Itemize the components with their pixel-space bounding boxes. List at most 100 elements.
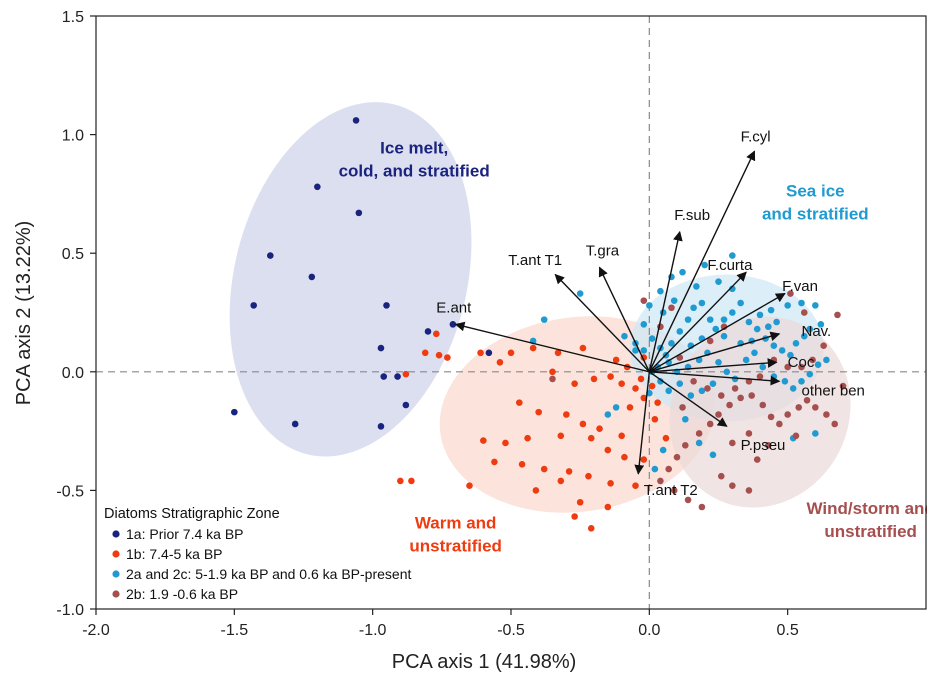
legend-entry: 2b: 1.9 -0.6 ka BP — [112, 586, 238, 602]
data-point — [267, 252, 274, 259]
loading-arrow — [634, 371, 651, 475]
data-point — [579, 420, 587, 428]
x-tick-label: -1.0 — [359, 622, 387, 639]
data-point — [787, 351, 794, 359]
data-point — [496, 359, 504, 366]
data-point — [444, 354, 451, 361]
data-point — [745, 487, 753, 494]
data-point — [812, 430, 819, 437]
legend-entry: 2a and 2c: 5-1.9 ka BP and 0.6 ka BP-pre… — [112, 566, 411, 582]
loading-arrow — [648, 271, 747, 373]
data-point — [657, 287, 664, 295]
data-point — [579, 344, 587, 352]
axes-layer: -2.0 -1.5 -1.0 -0.5 0.0 0.5 -1.0 -0.5 0.0 0.5 1.0 1… — [56, 9, 927, 639]
data-point — [770, 342, 778, 350]
data-point — [812, 302, 819, 309]
data-point — [657, 477, 664, 485]
data-point — [314, 183, 321, 191]
data-point — [784, 411, 791, 418]
y-tick-label: 0.0 — [62, 365, 84, 382]
y-tick-label: 1.0 — [62, 128, 84, 145]
data-point — [682, 442, 689, 449]
reference-lines — [96, 16, 926, 609]
legend-entry: 1b: 7.4-5 ka BP — [112, 546, 223, 562]
data-point — [792, 432, 800, 440]
data-point — [532, 487, 540, 494]
data-point — [565, 468, 573, 475]
data-point — [753, 325, 761, 333]
legend-title: Diatoms Stratigraphic Zone — [104, 506, 280, 522]
data-point — [800, 309, 808, 316]
legend-entry-label: 1a: Prior 7.4 ka BP — [126, 526, 244, 542]
data-point — [712, 325, 720, 333]
legend-entry-label: 2a and 2c: 5-1.9 ka BP and 0.6 ka BP-pre… — [126, 566, 411, 582]
data-point — [626, 404, 634, 411]
data-point — [231, 408, 238, 416]
data-point — [698, 387, 706, 395]
data-point — [778, 347, 786, 354]
data-point — [798, 377, 805, 385]
data-point — [640, 394, 648, 402]
legend-entry-label: 2b: 1.9 -0.6 ka BP — [126, 586, 238, 602]
data-point — [800, 332, 808, 340]
region-label-line: Warm and — [415, 513, 497, 532]
region-ellipse — [229, 102, 472, 457]
data-point — [563, 411, 570, 418]
data-point — [535, 408, 542, 416]
data-point — [651, 415, 659, 423]
legend-marker — [112, 530, 120, 538]
data-point — [651, 465, 659, 473]
y-axis-title: PCA axis 2 (13.22%) — [13, 221, 35, 406]
data-point — [745, 430, 753, 437]
data-point — [621, 332, 628, 340]
data-point — [820, 342, 827, 350]
data-point — [729, 439, 736, 447]
data-point — [682, 415, 689, 423]
data-point — [784, 302, 791, 309]
data-point — [693, 283, 700, 290]
x-axis-title: PCA axis 1 (41.98%) — [392, 651, 577, 673]
data-point — [659, 446, 667, 454]
region-label-line: and stratified — [762, 204, 869, 223]
data-point — [706, 337, 714, 345]
loading-arrow — [648, 150, 756, 373]
loading-arrow — [648, 371, 728, 427]
data-point — [809, 356, 816, 364]
series-group — [231, 117, 493, 430]
data-point — [654, 399, 661, 406]
region-label-line: unstratified — [409, 536, 502, 555]
y-tick-label: 0.5 — [62, 246, 84, 263]
legend: Diatoms Stratigraphic Zone 1a: Prior 7.4… — [104, 506, 411, 602]
data-point — [668, 304, 675, 312]
labels-layer: F.cyl F.sub T.gra T.ant T1 F.curta F.van E.ant… — [339, 129, 927, 556]
data-point — [587, 525, 595, 532]
data-point — [720, 332, 728, 340]
data-point — [731, 385, 739, 392]
data-point — [720, 316, 728, 323]
series-group — [397, 330, 670, 532]
data-point — [753, 456, 761, 463]
data-point — [806, 370, 814, 378]
loading-vectors — [454, 150, 786, 475]
data-point — [690, 377, 697, 385]
data-point — [756, 311, 764, 319]
data-point — [781, 377, 789, 385]
data-point — [449, 321, 457, 328]
data-point — [684, 316, 692, 323]
region-label: Sea ice and stratified — [762, 181, 869, 223]
data-point — [571, 513, 578, 520]
data-point — [759, 401, 767, 409]
region-label: Warm and unstratified — [409, 513, 502, 555]
data-point — [679, 268, 686, 276]
data-point — [632, 385, 639, 392]
data-point — [640, 347, 648, 354]
region-ellipse — [669, 316, 851, 508]
data-point — [402, 370, 410, 378]
data-point — [704, 385, 711, 392]
loading-label: F.curta — [707, 257, 753, 274]
data-point — [814, 361, 822, 368]
data-point — [596, 425, 603, 433]
data-point — [726, 401, 733, 409]
points-layer — [231, 117, 847, 532]
data-point — [554, 349, 562, 357]
